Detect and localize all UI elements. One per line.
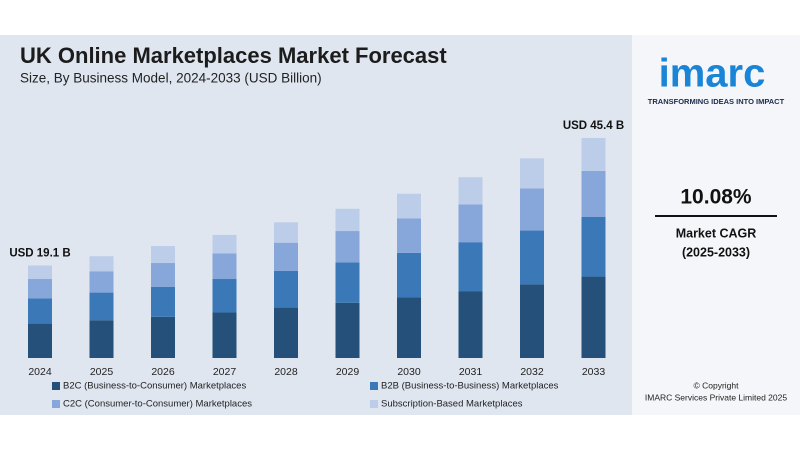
bar-segment (212, 234, 237, 254)
legend-swatch (52, 382, 60, 390)
bar-segment (28, 323, 52, 358)
x-tick-label: 2033 (582, 366, 606, 378)
legend-label: B2B (Business-to-Business) Marketplaces (381, 381, 559, 392)
logo: imarc (659, 52, 766, 96)
bar-segment (520, 284, 544, 358)
annotation: USD 45.4 B (563, 120, 624, 132)
bar-segment (89, 271, 114, 293)
bar-segment (520, 188, 544, 231)
bar-segment (212, 279, 237, 313)
x-tick-label: 2030 (397, 366, 421, 378)
bar-segment (274, 242, 298, 271)
tagline: TRANSFORMING IDEAS INTO IMPACT (648, 97, 785, 106)
bar-segment (151, 316, 175, 358)
x-tick-label: 2025 (90, 366, 114, 378)
x-tick-label: 2032 (520, 366, 544, 378)
legend-swatch (370, 382, 378, 390)
bar-segment (274, 222, 298, 243)
legend-swatch (52, 400, 60, 408)
bar-segment (28, 298, 52, 324)
bar-segment (335, 208, 360, 232)
bar-segment (212, 253, 237, 280)
bar-segment (89, 256, 114, 272)
x-tick-label: 2031 (459, 366, 483, 378)
bar-segment (397, 297, 421, 358)
bar-segment (274, 307, 298, 358)
annotation: USD 19.1 B (9, 247, 70, 259)
x-tick-label: 2029 (336, 366, 360, 378)
bar-segment (335, 302, 360, 358)
bar-segment (397, 252, 421, 298)
legend-label: B2C (Business-to-Consumer) Marketplaces (63, 381, 246, 392)
x-tick-label: 2024 (28, 366, 52, 378)
bar-segment (581, 216, 606, 277)
chart-subtitle: Size, By Business Model, 2024-2033 (USD … (20, 71, 322, 86)
bar-segment (581, 138, 606, 171)
bar-segment (397, 193, 421, 219)
bar-segment (28, 279, 52, 299)
legend-label: C2C (Consumer-to-Consumer) Marketplaces (63, 399, 252, 410)
bar-segment (151, 286, 175, 317)
legend-swatch (370, 400, 378, 408)
cagr-period: (2025-2033) (682, 245, 750, 259)
cagr-value: 10.08% (680, 186, 752, 209)
bar-segment (89, 292, 114, 321)
bar-segment (151, 246, 175, 264)
bar-segment (89, 320, 114, 358)
x-tick-label: 2026 (151, 366, 175, 378)
chart-title: UK Online Marketplaces Market Forecast (20, 43, 447, 68)
side-panel (632, 35, 800, 415)
bar-segment (458, 204, 483, 243)
company: IMARC Services Private Limited 2025 (645, 392, 787, 402)
bar-segment (151, 263, 175, 287)
legend-label: Subscription-Based Marketplaces (381, 399, 523, 410)
bar-segment (335, 262, 360, 303)
bar-segment (212, 312, 237, 358)
copyright: © Copyright (693, 380, 739, 390)
bar-segment (28, 265, 52, 280)
bar-segment (458, 291, 483, 358)
bar-segment (335, 231, 360, 263)
cagr-label: Market CAGR (676, 226, 757, 240)
x-tick-label: 2028 (274, 366, 298, 378)
bar-segment (520, 158, 544, 189)
bar-segment (458, 177, 483, 205)
bar-segment (397, 218, 421, 253)
bar-segment (458, 242, 483, 292)
x-tick-label: 2027 (213, 366, 237, 378)
bar-segment (581, 276, 606, 358)
bar-segment (520, 230, 544, 285)
bar-segment (581, 170, 606, 217)
bar-segment (274, 270, 298, 308)
